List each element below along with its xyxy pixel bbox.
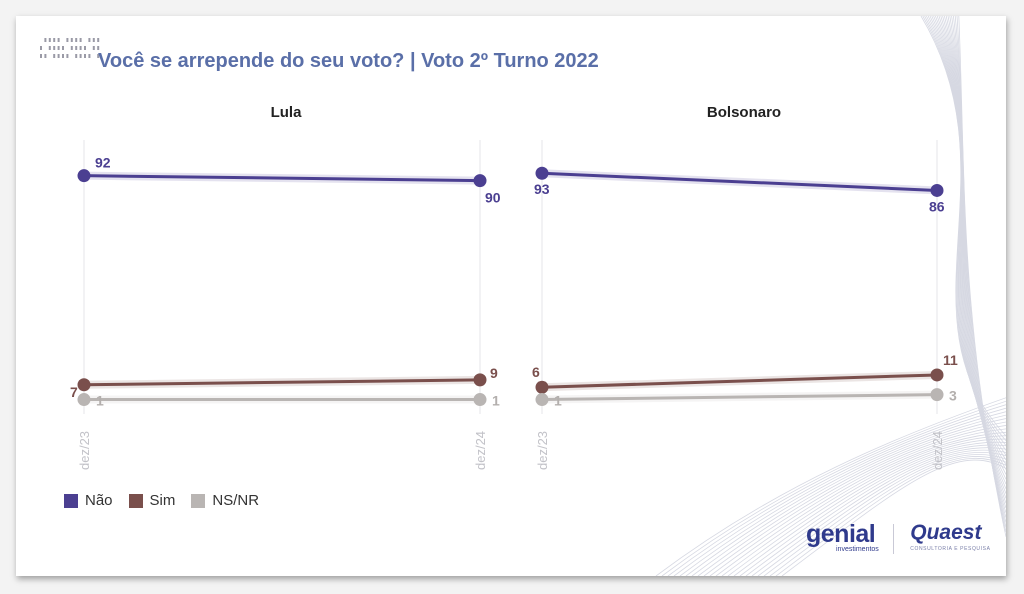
x-tick-label-lula-0: dez/23	[77, 431, 92, 470]
genial-logo-subtext: investimentos	[836, 546, 879, 553]
data-label-bolsonaro-nsnr-1: 3	[949, 388, 957, 404]
data-label-lula-nsnr-0: 1	[96, 393, 104, 409]
data-point-lula-no-1	[473, 174, 487, 188]
legend-label-sim: Sim	[149, 492, 176, 509]
data-label-bolsonaro-sim-0: 6	[532, 364, 540, 380]
genial-logo-text: genial	[806, 520, 876, 548]
data-point-lula-sim-0	[77, 378, 91, 392]
series-line-bolsonaro-sim	[541, 373, 938, 389]
legend-item-nao: Não	[64, 492, 113, 509]
data-point-bolsonaro-nsnr-1	[930, 388, 944, 402]
data-point-lula-no-0	[77, 169, 91, 183]
data-point-lula-sim-1	[473, 373, 487, 387]
panel-title-lula: Lula	[270, 104, 302, 121]
series-line-lula-sim	[83, 378, 481, 387]
data-point-bolsonaro-sim-1	[930, 368, 944, 382]
quaest-logo-subtext: CONSULTORIA E PESQUISA	[910, 546, 991, 552]
legend-label-nsnr: NS/NR	[212, 492, 260, 509]
genial-logo: genial investimentos	[806, 520, 879, 554]
data-label-bolsonaro-no-0: 93	[534, 181, 550, 197]
data-label-lula-nsnr-1: 1	[492, 393, 500, 409]
brand-divider	[893, 524, 895, 554]
series-line-bolsonaro-nsnr	[541, 393, 938, 402]
legend-item-sim: Sim	[128, 492, 176, 509]
data-label-lula-no-0: 92	[95, 155, 111, 171]
data-label-lula-no-1: 90	[485, 190, 501, 206]
series-line-bolsonaro-no	[541, 171, 938, 192]
legend-label-nao: Não	[85, 492, 113, 509]
x-tick-label-bolsonaro-1: dez/24	[930, 431, 945, 470]
legend-swatch-nsnr	[191, 493, 206, 508]
quaest-dots-icon	[40, 38, 100, 58]
data-point-bolsonaro-nsnr-0	[535, 393, 549, 407]
legend-swatch-nao	[64, 493, 78, 508]
series-line-lula-no	[83, 174, 481, 183]
panel-title-bolsonaro: Bolsonaro	[706, 104, 782, 121]
quaest-logo-text: Quaest	[910, 521, 982, 544]
data-label-bolsonaro-nsnr-0: 1	[554, 393, 562, 409]
quaest-logo: Quaest CONSULTORIA E PESQUISA	[910, 521, 990, 553]
data-label-bolsonaro-sim-1: 11	[943, 352, 958, 368]
data-label-lula-sim-1: 9	[490, 365, 498, 381]
page-title: Você se arrepende do seu voto? | Voto 2º…	[98, 50, 599, 72]
x-tick-label-lula-1: dez/24	[473, 431, 488, 470]
data-label-bolsonaro-no-1: 86	[929, 198, 945, 214]
slide: Você se arrepende do seu voto? | Voto 2º…	[16, 16, 1006, 576]
legend-item-nsnr: NS/NR	[191, 492, 259, 509]
wave-decoration	[655, 16, 1006, 576]
brand-logos: genial investimentos Quaest CONSULTORIA …	[806, 520, 990, 554]
legend: Não Sim NS/NR	[64, 492, 275, 509]
data-point-lula-nsnr-0	[77, 393, 91, 407]
data-point-bolsonaro-sim-0	[535, 380, 549, 394]
data-point-bolsonaro-no-0	[535, 166, 549, 180]
x-tick-label-bolsonaro-0: dez/23	[535, 431, 550, 470]
data-point-bolsonaro-no-1	[930, 183, 944, 197]
data-point-lula-nsnr-1	[473, 393, 487, 407]
data-label-lula-sim-0: 7	[70, 384, 78, 400]
legend-swatch-sim	[128, 493, 143, 508]
